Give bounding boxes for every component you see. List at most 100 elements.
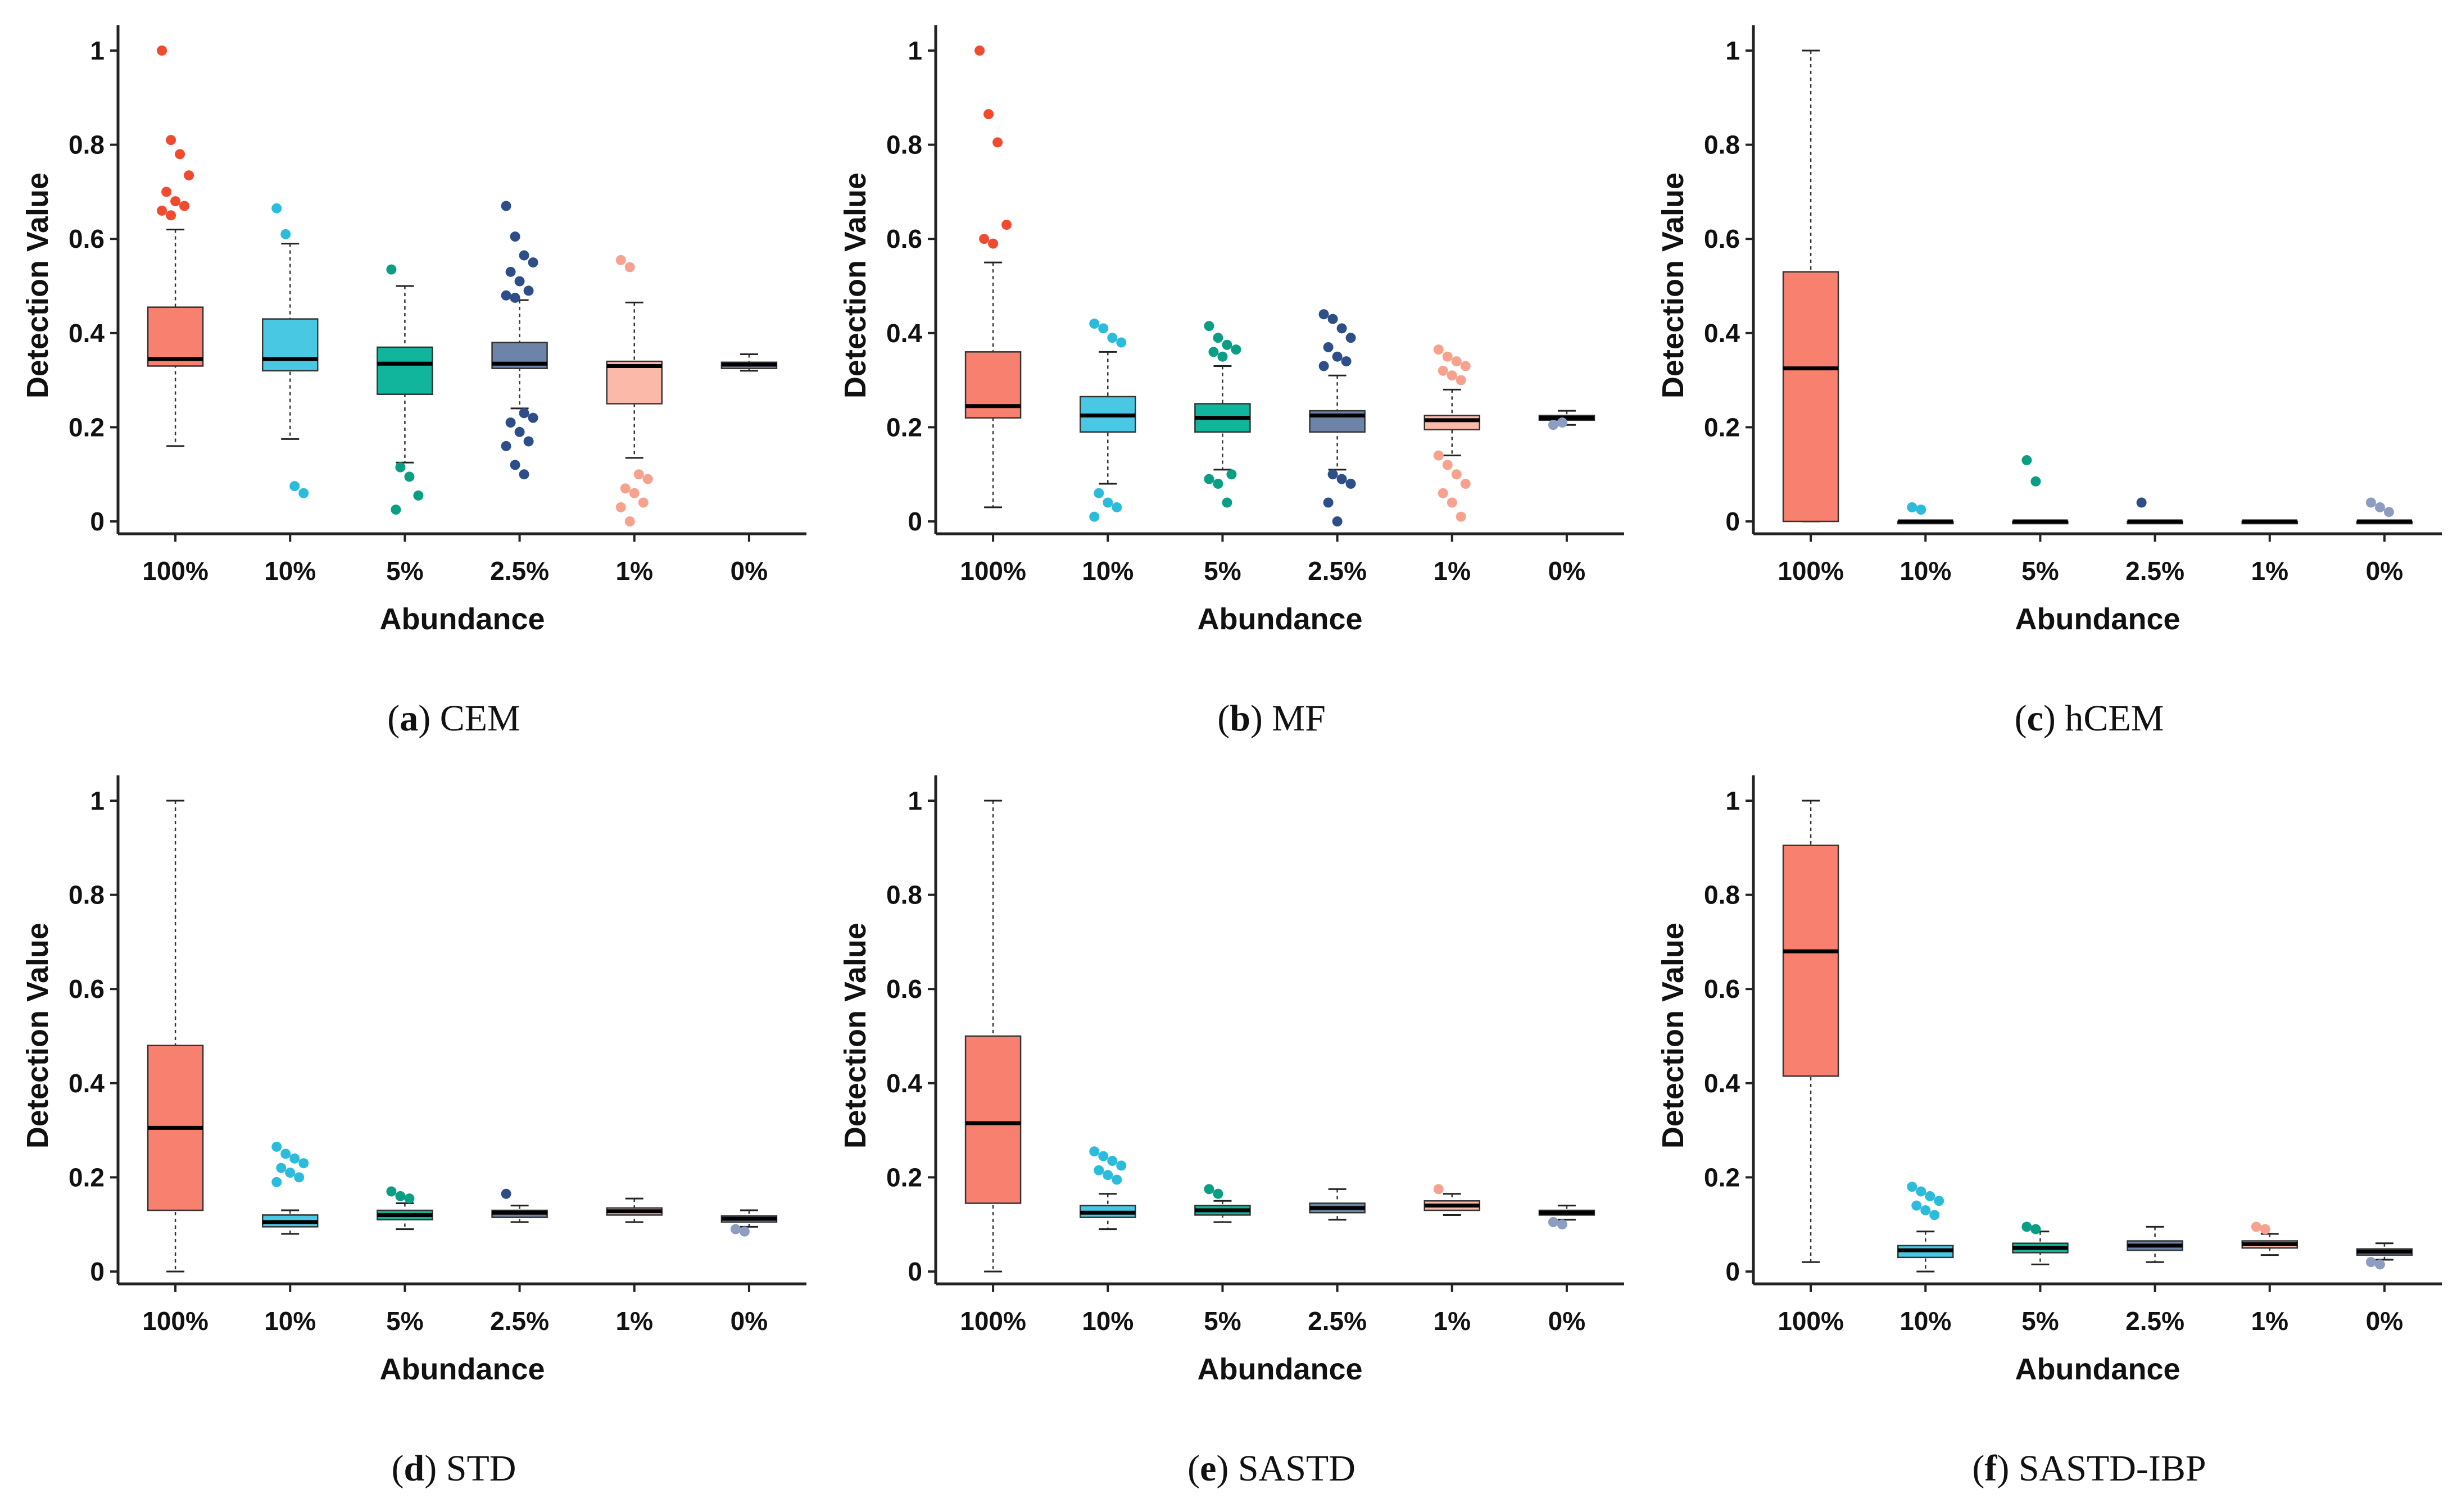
box-4 [1424,344,1480,522]
outlier-point [1907,502,1917,512]
x-axis-title: Abundance [379,1352,545,1386]
y-tick-label: 1 [90,786,105,815]
outlier-point [615,255,626,265]
outlier-point [166,135,176,146]
panel-caption: (c) hCEM [2015,698,2164,739]
y-tick-label: 0.8 [69,880,105,910]
x-tick-label: 2.5% [1308,1306,1367,1336]
outlier-point [391,505,401,515]
x-axis-title: Abundance [1197,1352,1362,1386]
outlier-point [404,1193,415,1204]
box-1 [1080,1146,1136,1231]
panel-b: 0 0.2 0.4 0.6 0.8 1 100% 10% 5% 2.5% 1% 0% Abundance… [838,25,1624,739]
outlier-point [166,210,176,221]
x-tick-label: 10% [1900,1306,1951,1336]
outlier-point [1208,347,1219,357]
caption-paren-close: ) [1216,1448,1237,1489]
x-tick-label: 100% [1778,556,1844,585]
outlier-point [1336,323,1347,334]
box-2 [1194,1184,1251,1223]
panel-e: 0 0.2 0.4 0.6 0.8 1 100% 10% 5% 2.5% 1% 0% Abundance… [838,775,1624,1489]
outlier-point [638,497,649,508]
outlier-point [523,285,534,296]
outlier-point [157,205,167,216]
outlier-point [519,408,529,419]
box-body [964,1035,1022,1204]
outlier-point [2374,502,2385,512]
panel-caption: (e) SASTD [1187,1448,1356,1489]
box-5 [1538,1205,1595,1230]
box-5 [720,1209,778,1237]
x-tick-label: 5% [2021,556,2059,585]
caption-letter: a [400,698,418,739]
outlier-point [739,1226,750,1237]
outlier-point [298,1158,309,1169]
outlier-point [1213,1188,1223,1199]
outlier-point [974,46,985,56]
outlier-point [983,109,994,120]
outlier-point [1907,1182,1917,1192]
outlier-point [633,469,644,480]
outlier-point [1217,351,1228,362]
x-tick-label: 100% [142,1306,208,1336]
outlier-point [2365,1257,2376,1268]
outlier-point [1341,356,1352,367]
outlier-point [1213,333,1223,343]
x-axis-title: Abundance [379,602,545,636]
x-tick-label: 5% [2021,1306,2059,1336]
y-tick-label: 0.6 [69,224,105,253]
outlier-point [1451,469,1462,480]
outlier-point [1332,351,1343,362]
outlier-point [2251,1222,2261,1232]
y-tick-label: 1 [908,36,922,65]
box-1 [262,203,319,498]
x-tick-label: 1% [2251,556,2288,585]
x-tick-label: 0% [1548,556,1585,585]
box-1 [1897,502,1954,525]
outlier-point [280,229,291,239]
x-tick-label: 1% [1434,1306,1471,1336]
box-3 [2127,1225,2183,1263]
x-tick-label: 2.5% [2125,556,2184,585]
outlier-point [615,502,626,512]
y-tick-label: 1 [90,36,105,65]
x-tick-label: 0% [731,1306,768,1336]
outlier-point [404,471,415,482]
y-tick-label: 0.6 [1704,974,1740,1004]
outlier-point [1204,321,1214,332]
y-tick-label: 0.4 [69,1069,105,1098]
outlier-point [1447,370,1457,381]
box-2 [377,1186,433,1231]
outlier-point [510,231,520,242]
outlier-point [1001,220,1012,230]
y-tick-label: 0.2 [69,412,105,442]
outlier-point [1433,1184,1444,1195]
outlier-point [2374,1259,2385,1270]
outlier-point [184,170,194,181]
outlier-point [1557,417,1567,428]
y-tick-label: 0.4 [1704,319,1740,348]
caption-letter: f [1984,1448,1997,1489]
caption-name: SASTD [1238,1448,1356,1489]
outlier-point [2383,507,2394,517]
box-3 [1309,1188,1366,1221]
outlier-point [642,474,653,484]
outlier-point [1103,497,1113,508]
y-axis-title: Detection Value [21,172,55,398]
box-body [1782,271,1839,523]
outlier-point [285,1168,296,1178]
x-tick-label: 10% [1082,556,1134,585]
panel-caption: (d) STD [392,1448,516,1489]
y-tick-label: 0.6 [1704,224,1740,253]
outlier-point [620,483,631,494]
outlier-point [514,276,525,287]
y-tick-label: 0.6 [69,974,105,1004]
outlier-point [1089,319,1100,329]
caption-paren-open: ( [1187,1448,1200,1489]
outlier-point [1222,497,1232,508]
x-tick-label: 0% [2366,1306,2403,1336]
y-tick-label: 0 [1725,507,1740,536]
x-tick-label: 5% [1204,556,1241,585]
outlier-point [1116,337,1127,348]
